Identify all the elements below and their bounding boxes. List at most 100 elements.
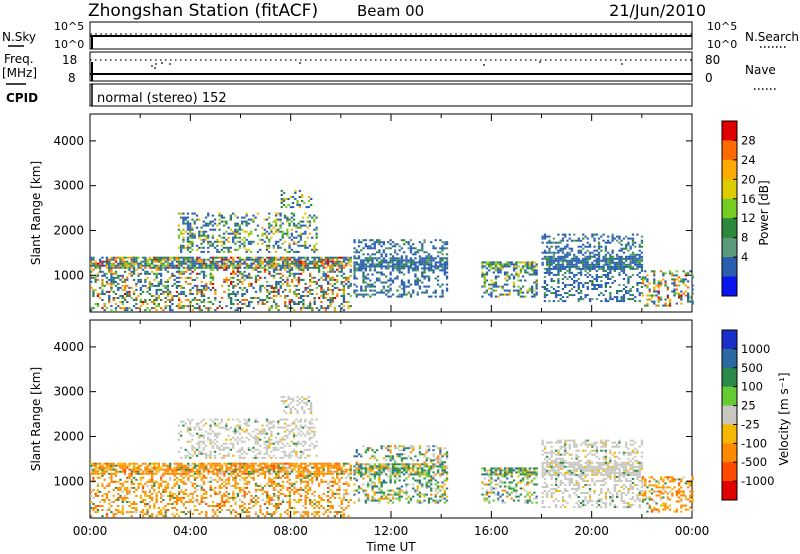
echo-cell: [191, 474, 194, 477]
echo-cell: [96, 494, 100, 497]
echo-cell: [586, 294, 589, 297]
echo-cell: [132, 260, 136, 263]
echo-cell: [584, 235, 587, 238]
echo-cell: [318, 268, 321, 271]
echo-cell: [279, 280, 282, 283]
echo-cell: [130, 274, 133, 277]
echo-cell: [306, 290, 309, 293]
echo-cell: [121, 262, 124, 265]
echo-cell: [315, 505, 318, 507]
echo-cell: [187, 268, 190, 271]
echo-cell: [254, 280, 258, 283]
echo-cell: [421, 275, 424, 278]
echo-cell: [421, 245, 424, 248]
echo-cell: [290, 462, 294, 465]
echo-cell: [320, 307, 323, 310]
echo-cell: [568, 267, 571, 270]
echo-cell: [604, 241, 607, 244]
echo-cell: [250, 282, 253, 285]
echo-cell: [342, 288, 346, 291]
echo-cell: [290, 228, 293, 231]
echo-cell: [189, 470, 192, 473]
echo-cell: [211, 268, 215, 271]
echo-cell: [559, 294, 562, 297]
echo-cell: [309, 474, 312, 477]
echo-cell: [391, 263, 395, 266]
echo-cell: [568, 247, 571, 250]
echo-cell: [586, 271, 589, 274]
echo-cell: [223, 474, 226, 477]
echo-cell: [218, 468, 221, 471]
echo-cell: [130, 478, 133, 481]
echo-cell: [177, 236, 181, 239]
echo-cell: [209, 488, 212, 491]
echo-cell: [548, 271, 551, 274]
echo-cell: [311, 466, 314, 469]
echo-cell: [160, 492, 163, 495]
echo-cell: [281, 264, 285, 267]
echo-cell: [557, 251, 560, 254]
echo-cell: [148, 464, 151, 467]
echo-cell: [627, 298, 630, 301]
echo-cell: [543, 294, 547, 297]
echo-cell: [178, 276, 181, 279]
echo-cell: [92, 258, 95, 261]
echo-cell: [266, 260, 269, 263]
echo-cell: [193, 490, 197, 493]
colorbar-swatch: [722, 159, 737, 180]
echo-cell: [99, 270, 102, 273]
echo-cell: [299, 301, 303, 303]
echo-cell: [362, 271, 365, 274]
echo-cell: [99, 466, 102, 469]
echo-cell: [198, 309, 201, 312]
echo-cell: [160, 476, 163, 479]
echo-cell: [570, 261, 574, 264]
echo-cell: [227, 468, 230, 471]
echo-cell: [304, 464, 307, 467]
echo-cell: [112, 280, 115, 283]
echo-cell: [175, 509, 179, 511]
echo-cell: [266, 264, 269, 267]
echo-cell: [682, 282, 685, 285]
echo-cell: [288, 301, 291, 303]
echo-cell: [239, 256, 242, 259]
echo-cell: [680, 302, 683, 305]
echo-cell: [225, 280, 228, 283]
echo-cell: [173, 266, 176, 269]
echo-cell: [517, 275, 520, 278]
echo-cell: [103, 260, 106, 263]
echo-cell: [108, 507, 111, 509]
echo-cell: [371, 253, 374, 256]
echo-cell: [557, 267, 560, 270]
echo-cell: [191, 270, 194, 273]
echo-cell: [126, 480, 129, 483]
echo-cell: [409, 257, 413, 260]
echo-cell: [548, 249, 551, 252]
echo-cell: [198, 236, 201, 239]
echo-cell: [640, 292, 644, 295]
echo-cell: [409, 267, 413, 270]
echo-cell: [311, 256, 314, 259]
echo-cell: [613, 265, 616, 268]
echo-cell: [277, 474, 280, 477]
echo-cell: [279, 214, 282, 217]
echo-cell: [400, 255, 404, 258]
echo-cell: [178, 266, 181, 269]
echo-cell: [555, 259, 558, 262]
echo-cell: [342, 258, 346, 261]
echo-cell: [205, 490, 208, 493]
echo-cell: [618, 263, 621, 266]
echo-cell: [293, 468, 296, 471]
echo-cell: [313, 220, 316, 223]
echo-cell: [250, 476, 253, 479]
echo-cell: [586, 237, 589, 240]
echo-cell: [389, 271, 392, 274]
echo-cell: [162, 494, 165, 497]
echo-cell: [157, 264, 160, 267]
echo-cell: [146, 272, 149, 275]
echo-cell: [266, 256, 269, 259]
echo-cell: [445, 243, 449, 246]
echo-cell: [353, 277, 356, 280]
echo-cell: [640, 286, 644, 288]
echo-cell: [659, 282, 663, 285]
